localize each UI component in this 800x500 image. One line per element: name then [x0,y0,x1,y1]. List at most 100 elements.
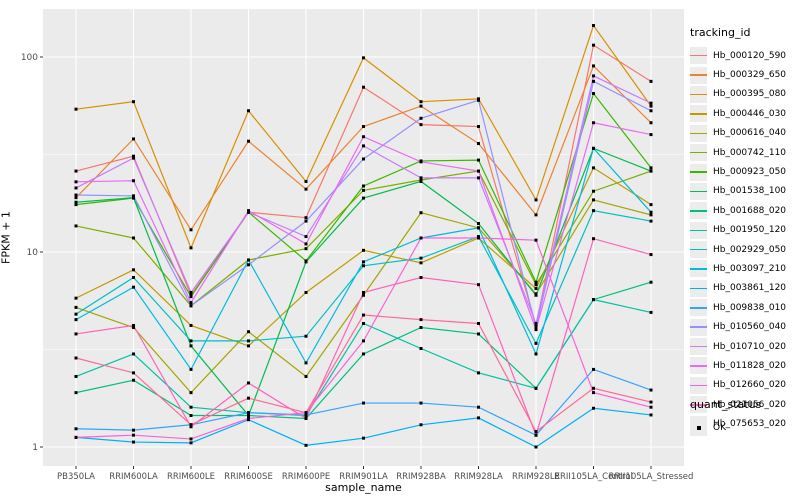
data-point [534,321,538,325]
data-point [132,179,135,183]
data-point [419,236,423,240]
data-point [304,290,308,294]
data-point [534,283,538,287]
data-point [649,203,653,207]
legend-item-Hb_010560_040: Hb_010560_040 [690,317,786,336]
data-point [649,413,653,417]
x-tick-label: RRIM928LA [454,472,503,482]
data-point [592,74,595,78]
legend-item-Hb_000446_030: Hb_000446_030 [690,104,786,123]
data-point [419,116,423,120]
y-tick-label: 100 [21,53,38,63]
data-point [74,356,78,360]
data-point [362,260,365,264]
legend-key-line [690,365,707,367]
data-point [592,237,595,241]
data-point [132,371,135,375]
data-point [477,176,480,180]
legend-item-Hb_011828_020: Hb_011828_020 [690,356,786,375]
data-point [304,247,308,251]
data-point [132,196,135,200]
data-point [189,367,193,371]
data-point [477,283,480,287]
legend-item-label: Hb_009838_010 [713,302,787,313]
data-point [649,166,653,170]
data-point [534,293,538,297]
data-point [534,323,538,327]
data-point [419,211,423,215]
data-point [132,275,135,279]
data-point [362,135,365,139]
data-point [649,253,653,257]
data-point [74,196,78,200]
data-point [419,176,423,180]
data-point [649,79,653,83]
data-point [419,104,423,108]
data-point [132,236,135,240]
legend-key-line [690,93,707,96]
x-tick-label: RRIM901LA [339,472,388,482]
data-point [592,43,595,47]
data-point [132,428,135,432]
data-point [649,213,653,217]
legend-key-line [690,326,707,328]
data-point [649,405,653,409]
data-point [362,144,365,148]
legend-item-label: Hb_000616_040 [713,128,787,139]
data-point [74,200,78,204]
data-point [189,228,193,232]
legend-item-Hb_021056_020: Hb_021056_020 [690,395,786,414]
legend-key-line [690,248,707,251]
data-point [362,56,365,60]
data-point [649,280,653,284]
data-point [534,386,538,390]
legend-title-tracking-id: tracking_id [690,26,751,39]
data-point [649,109,653,113]
data-point [189,423,193,427]
data-point [304,179,308,183]
legend-key-swatch [690,144,707,162]
data-point [189,339,193,343]
legend-item-label: Hb_021056_020 [713,399,787,410]
data-point [534,328,538,332]
data-point [304,235,308,239]
data-point [189,441,193,445]
data-point [362,313,365,317]
data-point [189,391,193,395]
data-point [592,406,595,410]
legend-quant-status: quant_status OK [690,398,761,437]
data-point [477,169,480,173]
data-point [419,346,423,350]
data-point [477,371,480,375]
legend-item-Hb_003097_210: Hb_003097_210 [690,259,786,278]
y-tick-label: 1 [32,443,38,453]
x-tick-label: PB350LA [57,472,95,482]
data-point [649,121,653,125]
legend-item-Hb_000329_650: Hb_000329_650 [690,65,786,84]
legend-item-Hb_002929_050: Hb_002929_050 [690,240,786,259]
data-point [74,186,78,190]
legend-key-swatch [690,202,707,220]
data-point [534,238,538,242]
data-point [189,405,193,409]
x-tick-label: RRIM928LE [512,472,560,482]
legend-key-swatch [690,318,707,336]
legend-key-swatch [690,260,707,278]
legend-item-Hb_000395_080: Hb_000395_080 [690,85,786,104]
data-point [189,414,193,418]
legend-item-label: Hb_000329_650 [713,70,787,81]
legend-key-swatch [690,85,707,103]
y-tick-label: 10 [27,248,39,258]
legend-item-label: Hb_000120_590 [713,50,787,61]
legend-item-label: Hb_003861_120 [713,283,787,294]
data-point [189,295,193,299]
data-point [362,188,365,192]
legend-key-swatch [690,396,707,414]
legend-key-line [690,151,707,154]
data-point [189,301,193,305]
legend-item-Hb_000742_110: Hb_000742_110 [690,143,786,162]
x-tick-label: RRII105LA_Stressed [609,472,694,482]
legend-item-label: Hb_003097_210 [713,263,787,274]
x-tick-label: RRIM600SE [224,472,273,482]
data-point [592,391,595,395]
